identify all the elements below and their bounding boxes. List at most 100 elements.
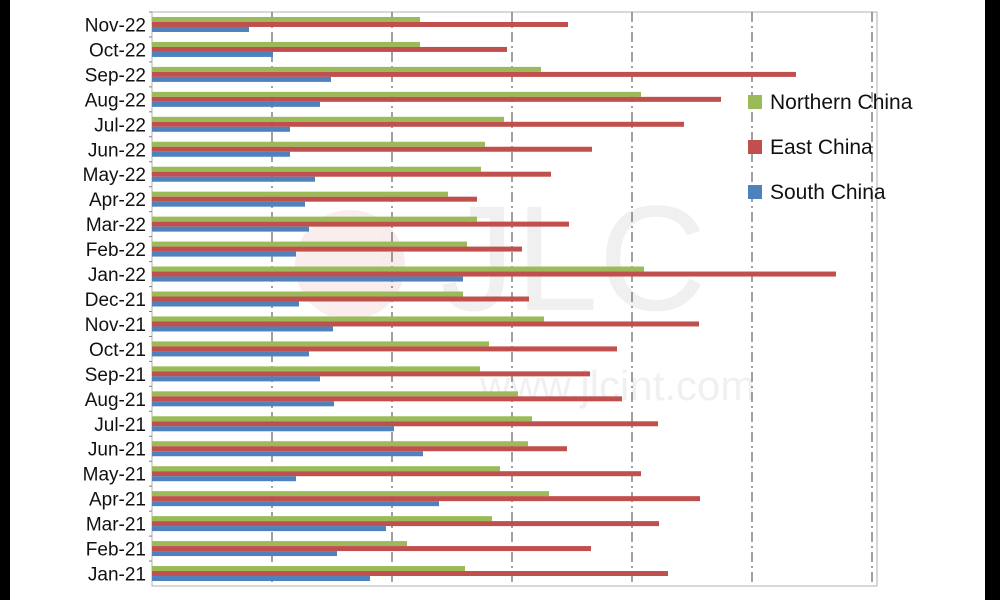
category-label: Jan-21: [88, 565, 146, 586]
bar-south-china: [152, 401, 334, 407]
bar-northern-china: [152, 316, 544, 322]
bar-south-china: [152, 126, 290, 132]
bar-south-china: [152, 51, 273, 57]
bar-east-china: [152, 321, 699, 327]
category-label: Nov-22: [85, 15, 146, 36]
bar-south-china: [152, 226, 309, 232]
bar-northern-china: [152, 516, 492, 522]
bar-east-china: [152, 446, 567, 452]
bar-south-china: [152, 376, 320, 382]
legend-swatch-south-china: [748, 185, 762, 199]
category-label: Mar-21: [86, 515, 146, 536]
category-label: Apr-21: [89, 490, 146, 511]
bar-northern-china: [152, 266, 644, 272]
bar-east-china: [152, 296, 529, 302]
category-label: Oct-22: [89, 40, 146, 61]
bar-northern-china: [152, 41, 420, 47]
bar-east-china: [152, 521, 659, 527]
bar-east-china: [152, 171, 551, 177]
bar-northern-china: [152, 191, 448, 197]
bar-south-china: [152, 251, 296, 257]
bar-northern-china: [152, 541, 407, 547]
bar-northern-china: [152, 116, 504, 122]
category-label: Jun-21: [88, 440, 146, 461]
bar-northern-china: [152, 416, 532, 422]
legend-swatch-northern-china: [748, 95, 762, 109]
bar-northern-china: [152, 291, 463, 297]
bar-northern-china: [152, 16, 420, 22]
bar-east-china: [152, 146, 592, 152]
chart-frame: JLC www.jlcint.com Nov-22 Oct-22 Sep-22 Aug-2…: [10, 0, 985, 600]
bar-east-china: [152, 121, 684, 127]
bar-northern-china: [152, 491, 549, 497]
bar-south-china: [152, 326, 333, 332]
category-label: May-21: [83, 465, 146, 486]
bar-south-china: [152, 451, 423, 457]
category-label: Feb-21: [86, 540, 146, 561]
bar-east-china: [152, 346, 617, 352]
bar-east-china: [152, 371, 590, 377]
category-label: Feb-22: [86, 240, 146, 261]
bar-east-china: [152, 96, 721, 102]
bar-east-china: [152, 46, 507, 52]
bar-east-china: [152, 471, 641, 477]
watermark-logo-text: JLC: [440, 174, 707, 342]
bar-east-china: [152, 496, 700, 502]
bar-south-china: [152, 576, 370, 582]
category-label: Oct-21: [89, 340, 146, 361]
bar-south-china: [152, 351, 309, 357]
category-label: Sep-22: [85, 65, 146, 86]
category-label: May-22: [83, 165, 146, 186]
bar-northern-china: [152, 466, 500, 472]
legend-label-east-china: East China: [770, 136, 873, 159]
bar-south-china: [152, 301, 299, 307]
bar-east-china: [152, 246, 522, 252]
bar-south-china: [152, 201, 305, 207]
category-label: Aug-21: [85, 390, 146, 411]
bar-northern-china: [152, 566, 465, 572]
bar-northern-china: [152, 166, 481, 172]
legend-label-northern-china: Northern China: [770, 91, 913, 114]
bar-east-china: [152, 221, 569, 227]
legend-swatch-east-china: [748, 140, 762, 154]
bar-south-china: [152, 151, 290, 157]
category-label: Nov-21: [85, 315, 146, 336]
bar-south-china: [152, 101, 320, 107]
bar-east-china: [152, 396, 622, 402]
bar-east-china: [152, 271, 836, 277]
bar-east-china: [152, 196, 477, 202]
category-label: Apr-22: [89, 190, 146, 211]
bar-northern-china: [152, 441, 528, 447]
bar-northern-china: [152, 341, 489, 347]
bar-south-china: [152, 426, 394, 432]
bar-south-china: [152, 501, 439, 507]
category-label: Dec-21: [85, 290, 146, 311]
bar-south-china: [152, 551, 337, 557]
bar-northern-china: [152, 91, 641, 97]
bar-south-china: [152, 476, 296, 482]
bar-south-china: [152, 276, 463, 282]
bar-south-china: [152, 26, 249, 32]
bar-northern-china: [152, 241, 467, 247]
legend-label-south-china: South China: [770, 181, 886, 204]
jlc-watermark: JLC www.jlcint.com: [295, 174, 755, 409]
bar-east-china: [152, 421, 658, 427]
category-label: Jun-22: [88, 140, 146, 161]
bar-east-china: [152, 571, 668, 577]
bar-south-china: [152, 176, 315, 182]
bar-northern-china: [152, 216, 477, 222]
bar-east-china: [152, 546, 591, 552]
category-label: Aug-22: [85, 90, 146, 111]
bar-northern-china: [152, 391, 518, 397]
bar-east-china: [152, 71, 796, 77]
bar-chart: JLC www.jlcint.com Nov-22 Oct-22 Sep-22 Aug-2…: [83, 11, 913, 587]
category-label: Jan-22: [88, 265, 146, 286]
bar-northern-china: [152, 141, 485, 147]
watermark-url-text: www.jlcint.com: [479, 362, 755, 409]
category-label: Sep-21: [85, 365, 146, 386]
bar-south-china: [152, 76, 331, 82]
category-label: Mar-22: [86, 215, 146, 236]
bar-south-china: [152, 526, 386, 532]
category-label: Jul-22: [94, 115, 146, 136]
bar-east-china: [152, 21, 568, 27]
